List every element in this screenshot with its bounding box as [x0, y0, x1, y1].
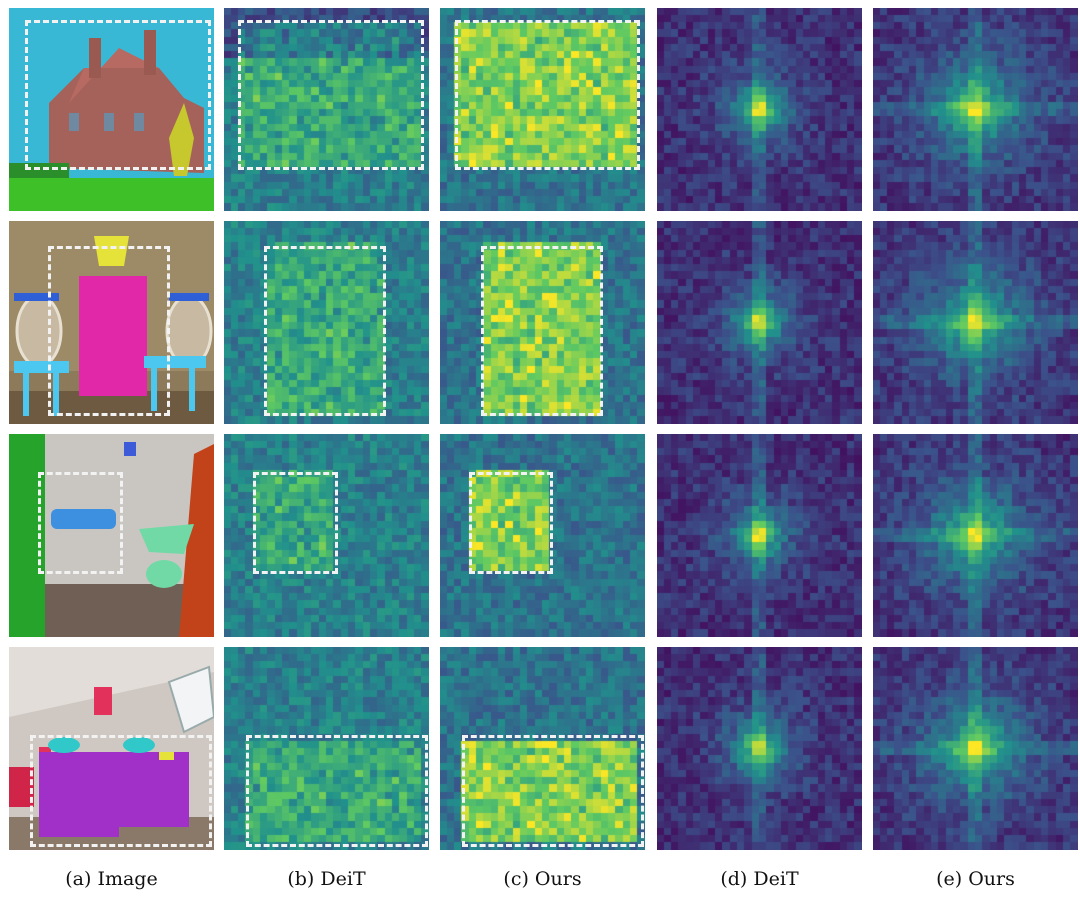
spectrum-map-ours-row-2	[873, 221, 1078, 424]
spectrum-map-ours-row-1	[873, 8, 1078, 211]
panel-image-row-1	[9, 8, 214, 211]
panel-spectrum-deit-row-2	[657, 221, 862, 424]
panel-attention-ours-row-4	[440, 647, 645, 850]
panel-attention-ours-row-1	[440, 8, 645, 211]
caption-deit-attention: (b) DeiT	[287, 868, 366, 890]
caption-deit-spectrum: (d) DeiT	[720, 868, 799, 890]
panel-spectrum-deit-row-1	[657, 8, 862, 211]
caption-image: (a) Image	[65, 868, 158, 890]
attention-map-deit-row-3	[224, 434, 429, 637]
panel-spectrum-ours-row-4	[873, 647, 1078, 850]
panel-image-row-2	[9, 221, 214, 424]
panel-attention-deit-row-1	[224, 8, 429, 211]
segmented-restroom-image	[9, 434, 214, 637]
segmented-bedroom-image	[9, 647, 214, 850]
panel-spectrum-deit-row-4	[657, 647, 862, 850]
panel-attention-deit-row-2	[224, 221, 429, 424]
caption-ours-attention: (c) Ours	[503, 868, 582, 890]
panel-image-row-3	[9, 434, 214, 637]
panel-attention-ours-row-2	[440, 221, 645, 424]
caption-ours-spectrum: (e) Ours	[936, 868, 1015, 890]
segmented-house-exterior-image	[9, 8, 214, 211]
spectrum-map-ours-row-4	[873, 647, 1078, 850]
spectrum-map-deit-row-4	[657, 647, 862, 850]
spectrum-map-deit-row-2	[657, 221, 862, 424]
spectrum-map-deit-row-3	[657, 434, 862, 637]
panel-image-row-4	[9, 647, 214, 850]
attention-map-ours-row-4	[440, 647, 645, 850]
panel-attention-ours-row-3	[440, 434, 645, 637]
attention-map-deit-row-4	[224, 647, 429, 850]
spectrum-map-ours-row-3	[873, 434, 1078, 637]
spectrum-map-deit-row-1	[657, 8, 862, 211]
panel-spectrum-ours-row-2	[873, 221, 1078, 424]
panel-spectrum-ours-row-1	[873, 8, 1078, 211]
panel-attention-deit-row-3	[224, 434, 429, 637]
attention-map-ours-row-1	[440, 8, 645, 211]
panel-spectrum-deit-row-3	[657, 434, 862, 637]
attention-map-ours-row-3	[440, 434, 645, 637]
panel-attention-deit-row-4	[224, 647, 429, 850]
attention-map-deit-row-1	[224, 8, 429, 211]
attention-map-deit-row-2	[224, 221, 429, 424]
panel-spectrum-ours-row-3	[873, 434, 1078, 637]
segmented-bathroom-image	[9, 221, 214, 424]
attention-map-ours-row-2	[440, 221, 645, 424]
